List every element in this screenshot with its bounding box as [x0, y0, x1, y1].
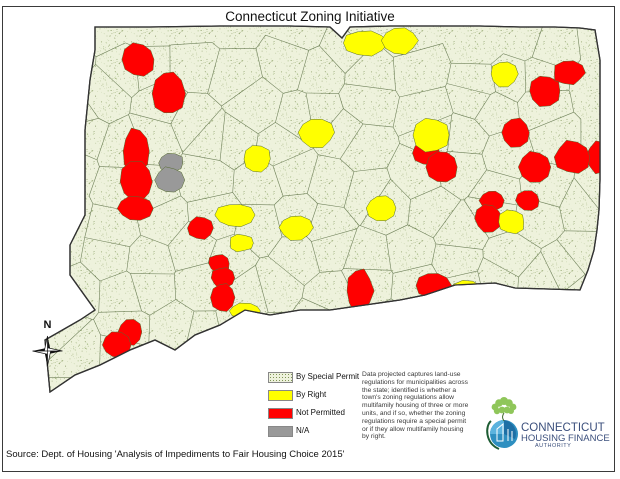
svg-text:AUTHORITY: AUTHORITY	[535, 443, 571, 449]
svg-text:N: N	[44, 319, 52, 331]
